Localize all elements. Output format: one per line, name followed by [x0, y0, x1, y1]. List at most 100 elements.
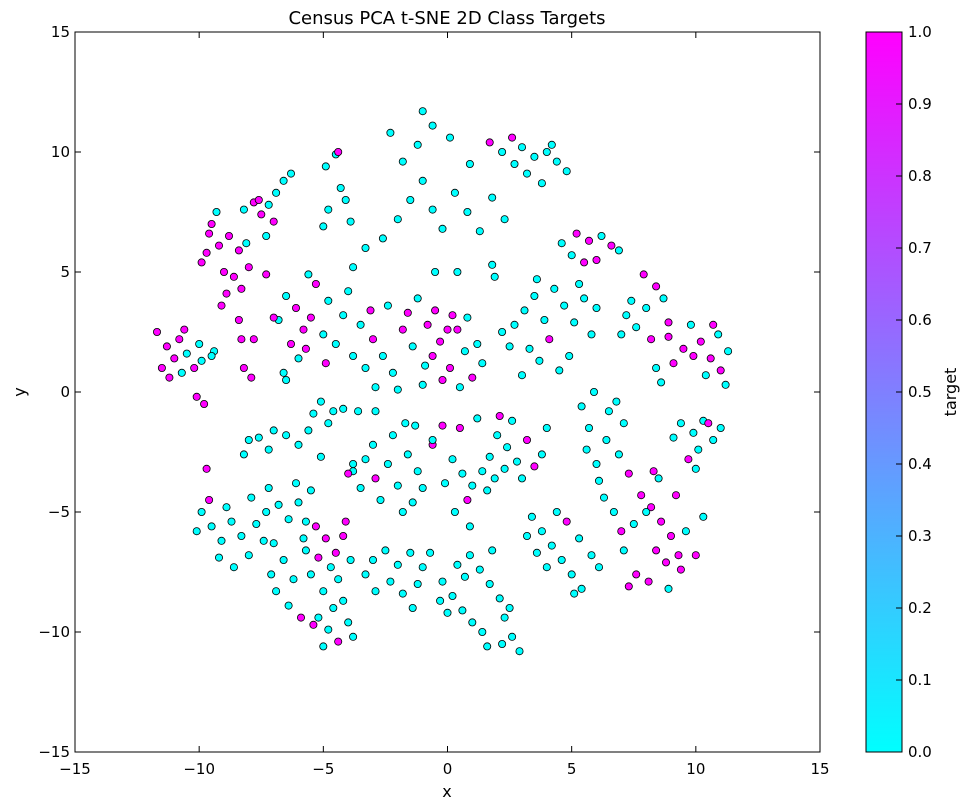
data-point — [349, 632, 358, 641]
data-point — [214, 553, 223, 562]
data-point — [445, 363, 454, 372]
data-point — [406, 548, 415, 557]
data-point — [368, 440, 377, 449]
data-point — [197, 356, 206, 365]
data-point — [207, 522, 216, 531]
data-point — [676, 565, 685, 574]
data-point — [721, 380, 730, 389]
data-point — [709, 320, 718, 329]
data-point — [530, 291, 539, 300]
data-point — [455, 423, 464, 432]
data-point — [262, 270, 271, 279]
data-point — [453, 267, 462, 276]
data-point — [448, 592, 457, 601]
data-point — [547, 541, 556, 550]
data-point — [503, 443, 512, 452]
data-point — [346, 556, 355, 565]
data-point — [371, 587, 380, 596]
data-point — [393, 385, 402, 394]
data-point — [667, 532, 676, 541]
data-point — [438, 224, 447, 233]
data-point — [689, 351, 698, 360]
data-point — [175, 335, 184, 344]
data-point — [234, 246, 243, 255]
data-point — [627, 296, 636, 305]
data-point — [326, 563, 335, 572]
data-point — [306, 570, 315, 579]
data-point — [495, 594, 504, 603]
y-axis-label: y — [10, 387, 29, 396]
data-point — [689, 428, 698, 437]
data-point — [192, 527, 201, 536]
data-point — [421, 361, 430, 370]
data-point — [485, 138, 494, 147]
data-point — [485, 452, 494, 461]
data-point — [614, 450, 623, 459]
data-point — [619, 419, 628, 428]
data-point — [632, 570, 641, 579]
data-point — [356, 320, 365, 329]
data-point — [498, 147, 507, 156]
colorbar-tick-label: 0.8 — [908, 167, 932, 185]
data-point — [443, 608, 452, 617]
data-point — [224, 231, 233, 240]
data-point — [334, 147, 343, 156]
data-point — [324, 205, 333, 214]
data-point — [428, 435, 437, 444]
x-tick-label: −5 — [312, 760, 334, 778]
data-point — [475, 227, 484, 236]
data-point — [316, 397, 325, 406]
data-point — [378, 234, 387, 243]
data-point — [493, 431, 502, 440]
x-tick-label: 15 — [810, 760, 829, 778]
data-point — [294, 354, 303, 363]
data-point — [294, 440, 303, 449]
data-point — [165, 373, 174, 382]
data-point — [279, 368, 288, 377]
data-point — [319, 587, 328, 596]
data-point — [478, 359, 487, 368]
data-point — [214, 241, 223, 250]
data-point — [309, 620, 318, 629]
data-point — [282, 375, 291, 384]
data-point — [237, 532, 246, 541]
data-point — [428, 205, 437, 214]
data-point — [269, 539, 278, 548]
data-point — [344, 618, 353, 627]
data-point — [647, 503, 656, 512]
data-point — [664, 584, 673, 593]
y-tick-label: 0 — [60, 383, 70, 401]
scatter-points — [152, 107, 733, 656]
data-point — [383, 459, 392, 468]
data-point — [545, 335, 554, 344]
data-point — [418, 107, 427, 116]
data-point — [202, 248, 211, 257]
data-point — [565, 351, 574, 360]
data-point — [686, 320, 695, 329]
data-point — [398, 325, 407, 334]
data-point — [585, 236, 594, 245]
data-point — [607, 241, 616, 250]
colorbar-tick-label: 0.0 — [908, 743, 932, 761]
data-point — [239, 205, 248, 214]
data-point — [577, 584, 586, 593]
data-point — [398, 507, 407, 516]
data-point — [532, 275, 541, 284]
data-point — [361, 570, 370, 579]
data-point — [542, 423, 551, 432]
colorbar-tick-label: 0.4 — [908, 455, 932, 473]
data-point — [458, 469, 467, 478]
data-point — [393, 481, 402, 490]
data-point — [237, 335, 246, 344]
data-point — [562, 167, 571, 176]
data-point — [376, 495, 385, 504]
data-point — [537, 179, 546, 188]
data-point — [378, 351, 387, 360]
data-point — [257, 210, 266, 219]
data-point — [508, 133, 517, 142]
data-point — [483, 486, 492, 495]
data-point — [657, 378, 666, 387]
data-point — [450, 188, 459, 197]
data-point — [547, 140, 556, 149]
data-point — [219, 267, 228, 276]
